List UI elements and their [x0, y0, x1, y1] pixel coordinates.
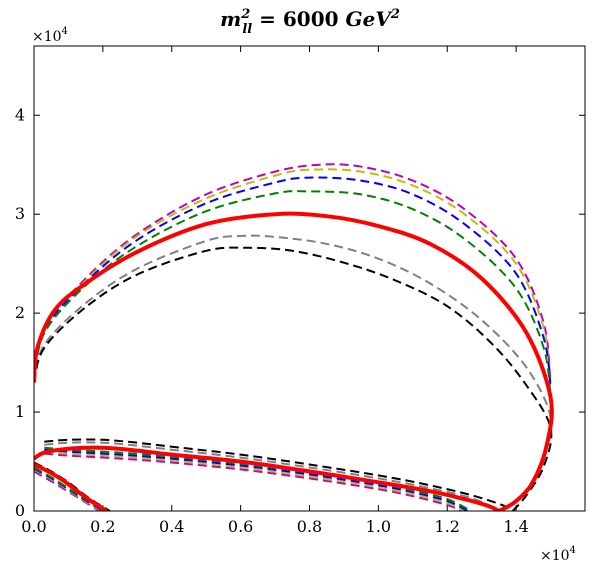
series-blue-segment-1: [44, 448, 469, 511]
series-magenta-segment-1: [44, 452, 462, 511]
x-tick-label-5: 1.0: [366, 517, 391, 536]
plot-frame: [33, 45, 586, 512]
x-tick-label-0: 0.0: [21, 517, 46, 536]
title-symbol: m: [220, 7, 241, 31]
title-rest: = 6000: [252, 7, 345, 31]
y-multiplier-exp: 4: [62, 26, 68, 37]
chart-title: m2 ll = 6000 GeV2: [220, 7, 400, 37]
series-gray-segment-0: [34, 234, 553, 511]
series-gray-segment-1: [44, 441, 503, 511]
title-unit: GeV: [346, 7, 394, 31]
y-tick-label-0: 0: [15, 501, 25, 520]
x-tick-label-1: 0.2: [90, 517, 115, 536]
x-multiplier: ×104: [540, 545, 576, 564]
x-tick-label-6: 1.2: [435, 517, 460, 536]
series-magenta-segment-2: [34, 470, 100, 511]
series-red-segment-0: [34, 211, 554, 511]
x-tick-label-4: 0.8: [297, 517, 322, 536]
series-black-segment-0: [34, 246, 553, 511]
series-magenta-segment-0: [34, 163, 552, 383]
series-blue-segment-0: [34, 176, 552, 388]
y-tick-label-4: 4: [15, 105, 25, 124]
y-multiplier: ×104: [32, 26, 68, 45]
x-tick-label-3: 0.6: [228, 517, 253, 536]
y-tick-label-2: 2: [15, 303, 25, 322]
title-unit-superscript: 2: [390, 7, 400, 22]
series-lines: [34, 163, 554, 511]
series-olive-segment-0: [34, 168, 552, 383]
x-tick-label-2: 0.4: [159, 517, 184, 536]
y-multiplier-base: ×10: [32, 29, 62, 45]
series-olive-segment-2: [34, 468, 102, 511]
title-superscript: 2: [240, 7, 250, 22]
series-red-segment-2: [34, 462, 108, 511]
x-multiplier-base: ×10: [540, 548, 570, 564]
x-multiplier-exp: 4: [570, 545, 576, 556]
y-tick-label-1: 1: [15, 402, 25, 421]
series-blue-segment-2: [34, 467, 104, 511]
x-tick-label-7: 1.4: [503, 517, 528, 536]
y-tick-label-3: 3: [15, 204, 25, 223]
series-black-segment-1: [44, 438, 514, 511]
series-olive-segment-1: [44, 450, 465, 511]
title-subscript: ll: [242, 22, 252, 37]
series-red-segment-1: [34, 445, 500, 511]
